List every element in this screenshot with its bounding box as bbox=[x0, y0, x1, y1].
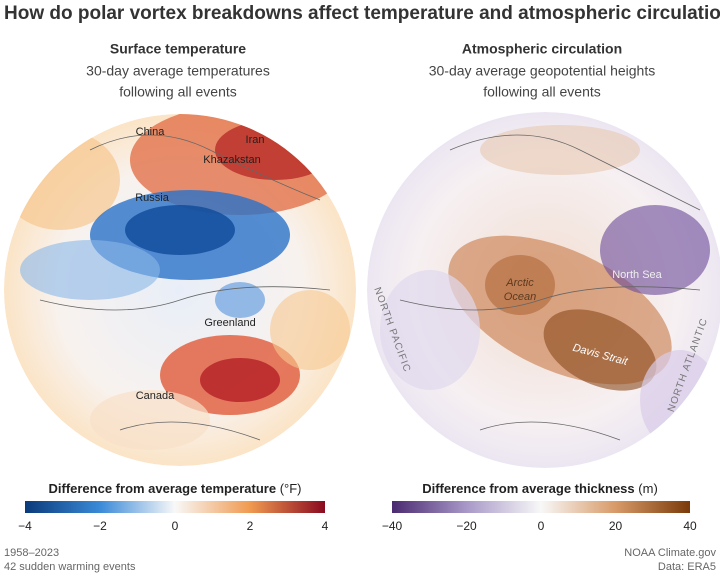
map-label: Greenland bbox=[204, 317, 255, 329]
temperature-map bbox=[4, 114, 356, 466]
colorbar-ticks: −4 −2 0 2 4 −40 −20 0 20 40 bbox=[18, 519, 697, 533]
map-label: China bbox=[136, 126, 166, 138]
map-label: Ocean bbox=[504, 291, 536, 303]
colorbar bbox=[392, 501, 690, 513]
colorbar bbox=[25, 501, 325, 513]
panel-subtitle: 30-day average geopotential heights bbox=[429, 63, 656, 79]
map-label: Canada bbox=[136, 390, 175, 402]
colorbar-tick-label: 0 bbox=[172, 519, 179, 533]
colorbar-tick-label: 4 bbox=[322, 519, 329, 533]
footer-text: Data: ERA5 bbox=[658, 561, 716, 573]
legend-title: Difference from average temperature (°F) bbox=[48, 481, 301, 496]
colorbar-tick-label: −2 bbox=[93, 519, 107, 533]
colorbar-tick-label: 2 bbox=[247, 519, 254, 533]
map-label: Khazakstan bbox=[203, 154, 260, 166]
footer-text: NOAA Climate.gov bbox=[624, 547, 716, 559]
map-label: Arctic bbox=[505, 277, 534, 289]
circulation-map bbox=[367, 112, 720, 468]
title: How do polar vortex breakdowns affect te… bbox=[4, 3, 720, 24]
legend-title-text: Difference from average temperature bbox=[48, 481, 276, 496]
panel-subtitle: following all events bbox=[119, 84, 237, 100]
colorbar-tick-label: 20 bbox=[609, 519, 623, 533]
map-label: Iran bbox=[246, 134, 265, 146]
panel-title: Surface temperature bbox=[110, 41, 246, 57]
legend-title-text: Difference from average thickness bbox=[422, 481, 634, 496]
panel-title: Atmospheric circulation bbox=[462, 41, 622, 57]
colorbar-tick-label: 40 bbox=[683, 519, 697, 533]
panel-subtitle: 30-day average temperatures bbox=[86, 63, 270, 79]
footer-text: 1958–2023 bbox=[4, 547, 59, 559]
legend-unit: (°F) bbox=[280, 481, 302, 496]
panel-subtitle: following all events bbox=[483, 84, 601, 100]
legend-title: Difference from average thickness (m) bbox=[422, 481, 658, 496]
map-label: Russia bbox=[135, 192, 170, 204]
colorbar-tick-label: −20 bbox=[456, 519, 477, 533]
colorbar-tick-label: −4 bbox=[18, 519, 32, 533]
colorbar-tick-label: −40 bbox=[382, 519, 403, 533]
footer-text: 42 sudden warming events bbox=[4, 561, 136, 573]
legend-unit: (m) bbox=[638, 481, 658, 496]
map-label: North Sea bbox=[612, 269, 662, 281]
colorbar-tick-label: 0 bbox=[538, 519, 545, 533]
